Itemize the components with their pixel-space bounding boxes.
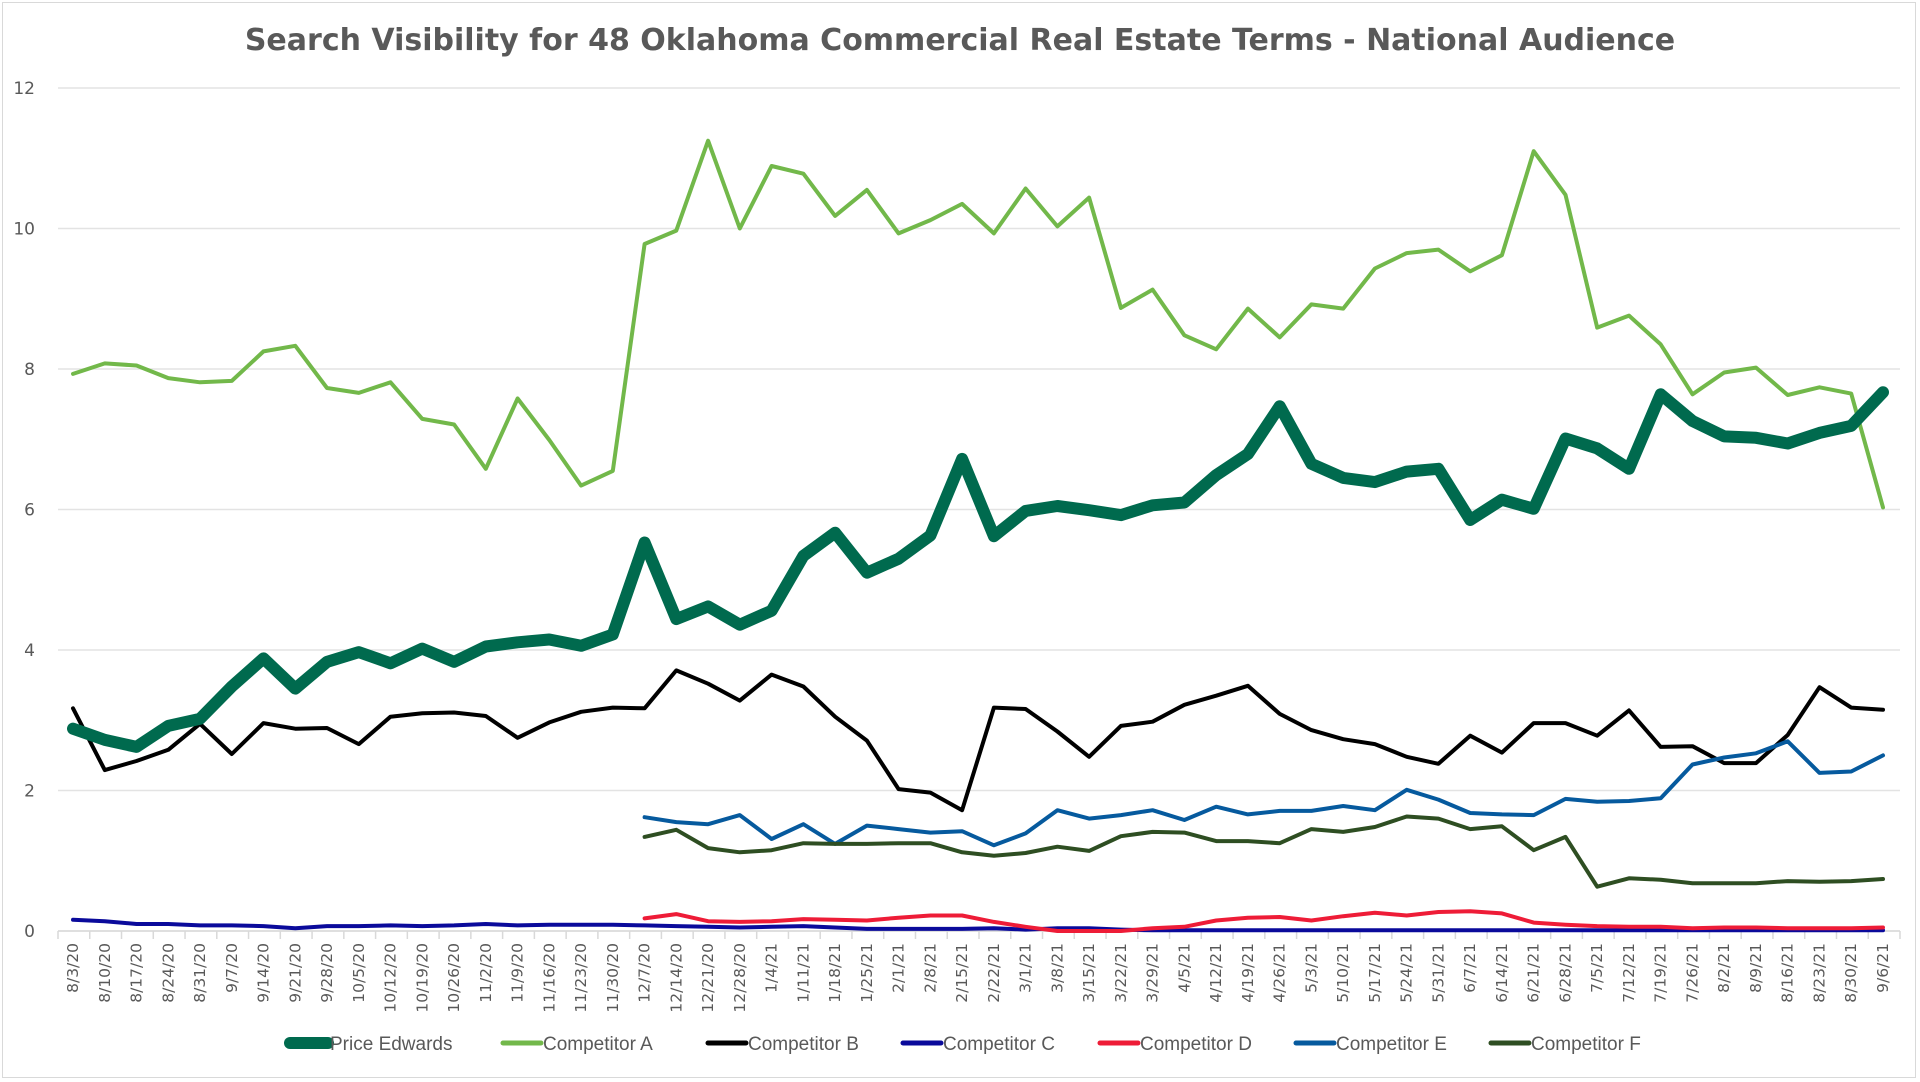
legend-label: Competitor C — [943, 1034, 1055, 1055]
x-tick-label: 11/2/20 — [477, 943, 495, 1003]
legend-label: Competitor B — [748, 1034, 859, 1055]
x-tick-label: 7/5/21 — [1588, 943, 1606, 993]
legend-label: Price Edwards — [330, 1034, 453, 1055]
x-tick-label: 10/26/20 — [445, 943, 463, 1013]
series-line-competitor-e — [642, 739, 1885, 848]
x-tick-label: 8/3/20 — [64, 943, 82, 993]
x-tick-label: 9/6/21 — [1874, 943, 1892, 993]
x-tick-label: 2/15/21 — [953, 943, 971, 1003]
legend: Price Edwards Competitor A Competitor B Com… — [284, 1034, 1641, 1055]
x-tick-label: 8/17/20 — [128, 943, 146, 1003]
x-tick-label: 10/12/20 — [382, 943, 400, 1013]
legend-label: Competitor D — [1140, 1034, 1252, 1055]
x-tick-label: 6/7/21 — [1461, 943, 1479, 993]
x-tick-label: 9/7/20 — [223, 943, 241, 993]
x-tick-label: 9/28/20 — [318, 943, 336, 1003]
x-tick-label: 2/1/21 — [890, 943, 908, 993]
x-tick-label: 11/16/20 — [540, 943, 558, 1013]
legend-item-competitor-e: Competitor E — [1293, 1034, 1447, 1055]
y-tick-label: 0 — [24, 922, 35, 942]
x-tick-label: 3/8/21 — [1048, 943, 1066, 993]
x-tick-label: 4/19/21 — [1239, 943, 1257, 1003]
x-tick-label: 3/22/21 — [1112, 943, 1130, 1003]
y-tick-label: 4 — [24, 641, 35, 661]
series-line-price-edwards — [67, 386, 1889, 753]
legend-item-competitor-d: Competitor D — [1097, 1034, 1252, 1055]
x-tick-label: 1/25/21 — [858, 943, 876, 1003]
x-axis: 8/3/20 8/10/20 8/17/20 8/24/20 8/31/20 9/7/20… — [57, 930, 1901, 1013]
x-tick-label: 10/5/20 — [350, 943, 368, 1003]
x-tick-label: 9/14/20 — [255, 943, 273, 1003]
x-tick-label: 4/5/21 — [1175, 943, 1193, 993]
chart-title: Search Visibility for 48 Oklahoma Commer… — [245, 23, 1675, 58]
x-tick-label: 12/14/20 — [667, 943, 685, 1013]
y-tick-label: 10 — [13, 220, 35, 240]
x-tick-label: 5/3/21 — [1302, 943, 1320, 993]
legend-item-competitor-f: Competitor F — [1488, 1034, 1641, 1055]
x-tick-label: 11/23/20 — [572, 943, 590, 1013]
x-tick-label: 5/24/21 — [1398, 943, 1416, 1003]
x-tick-label: 6/14/21 — [1493, 943, 1511, 1003]
x-tick-label: 8/2/21 — [1715, 943, 1733, 993]
x-tick-label: 10/19/20 — [413, 943, 431, 1013]
series-line-competitor-b — [71, 668, 1885, 813]
legend-label: Competitor E — [1336, 1034, 1447, 1055]
x-tick-label: 3/1/21 — [1017, 943, 1035, 993]
x-tick-label: 3/29/21 — [1144, 943, 1162, 1003]
legend-item-price-edwards: Price Edwards — [284, 1034, 453, 1055]
legend-item-competitor-c: Competitor C — [900, 1034, 1055, 1055]
x-tick-label: 4/12/21 — [1207, 943, 1225, 1003]
x-tick-label: 3/15/21 — [1080, 943, 1098, 1003]
x-tick-label: 11/30/20 — [604, 943, 622, 1013]
x-tick-label: 5/17/21 — [1366, 943, 1384, 1003]
x-tick-label: 12/7/20 — [636, 943, 654, 1003]
x-tick-label: 12/28/20 — [731, 943, 749, 1013]
x-tick-label: 8/24/20 — [159, 943, 177, 1003]
x-tick-label: 2/22/21 — [985, 943, 1003, 1003]
legend-label: Competitor F — [1531, 1034, 1641, 1055]
x-tick-label: 5/31/21 — [1429, 943, 1447, 1003]
x-tick-label: 1/11/21 — [794, 943, 812, 1003]
y-axis: 0 2 4 6 8 10 12 — [13, 79, 35, 942]
y-tick-label: 2 — [24, 782, 35, 802]
x-tick-label: 1/18/21 — [826, 943, 844, 1003]
x-tick-label: 8/30/21 — [1842, 943, 1860, 1003]
series-line-competitor-f — [642, 814, 1885, 889]
x-tick-label: 2/8/21 — [921, 943, 939, 993]
x-tick-label: 9/21/20 — [286, 943, 304, 1003]
series-line-competitor-a — [71, 138, 1885, 510]
x-tick-label: 8/9/21 — [1747, 943, 1765, 993]
x-tick-label: 8/16/21 — [1779, 943, 1797, 1003]
x-tick-label: 8/31/20 — [191, 943, 209, 1003]
series-lines — [67, 138, 1889, 933]
x-tick-label: 11/9/20 — [509, 943, 527, 1003]
y-tick-label: 6 — [24, 501, 35, 521]
x-tick-label: 5/10/21 — [1334, 943, 1352, 1003]
x-tick-label: 1/4/21 — [763, 943, 781, 993]
legend-item-competitor-b: Competitor B — [705, 1034, 859, 1055]
legend-label: Competitor A — [543, 1034, 653, 1055]
x-tick-label: 8/10/20 — [96, 943, 114, 1003]
x-tick-label: 8/23/21 — [1810, 943, 1828, 1003]
legend-item-competitor-a: Competitor A — [500, 1034, 653, 1055]
x-tick-label: 4/26/21 — [1271, 943, 1289, 1003]
x-tick-label: 12/21/20 — [699, 943, 717, 1013]
y-tick-label: 8 — [24, 360, 35, 380]
x-tick-label: 6/21/21 — [1525, 943, 1543, 1003]
series-line-competitor-c — [71, 917, 1885, 933]
x-tick-label: 7/19/21 — [1652, 943, 1670, 1003]
series-line-competitor-d — [642, 909, 1885, 933]
x-tick-label: 7/12/21 — [1620, 943, 1638, 1003]
x-tick-label: 6/28/21 — [1556, 943, 1574, 1003]
y-tick-label: 12 — [13, 79, 35, 99]
x-tick-label: 7/26/21 — [1683, 943, 1701, 1003]
